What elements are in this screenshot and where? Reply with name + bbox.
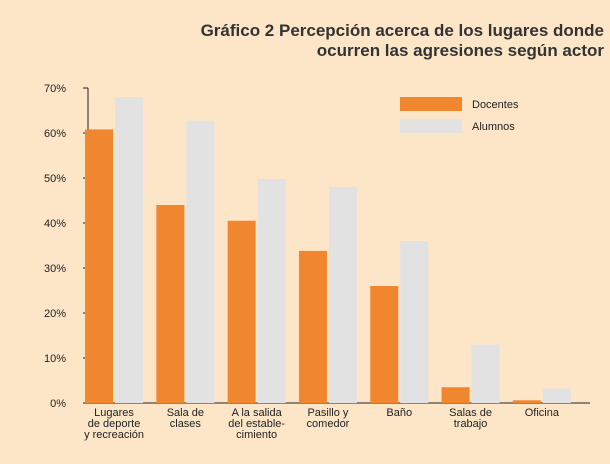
bar — [328, 187, 357, 403]
chart-title: Gráfico 2 Percepción acerca de los lugar… — [201, 21, 605, 60]
x-tick-label: A la salida del estable-cimiento — [228, 407, 285, 441]
x-tick-label: Oficina — [525, 407, 560, 419]
bar — [542, 388, 571, 403]
y-tick-label: 10% — [44, 353, 66, 365]
legend-swatch — [400, 119, 462, 133]
bar — [85, 129, 114, 403]
bar — [156, 205, 185, 403]
y-tick-label: 50% — [44, 173, 66, 185]
bar — [471, 344, 500, 403]
legend-label: Docentes — [472, 99, 519, 111]
y-tick-label: 60% — [44, 128, 66, 140]
x-tick-label: Sala de clases — [167, 407, 204, 430]
bar — [298, 250, 327, 403]
bar — [370, 286, 399, 403]
bar — [227, 220, 256, 403]
x-tick-label: Salas de trabajo — [449, 407, 492, 430]
y-tick-label: 20% — [44, 308, 66, 320]
bar — [115, 97, 144, 403]
y-tick-label: 40% — [44, 218, 66, 230]
y-tick-label: 30% — [44, 263, 66, 275]
bar — [441, 387, 470, 403]
bar — [400, 241, 429, 403]
bar — [257, 178, 286, 403]
legend-label: Alumnos — [472, 121, 515, 133]
bar — [186, 120, 215, 403]
bar — [512, 400, 541, 403]
x-tick-label: Baño — [386, 407, 412, 419]
y-tick-label: 70% — [44, 83, 66, 95]
x-tick-label: Lugares de deporte y recreación — [84, 407, 144, 441]
legend-swatch — [400, 97, 462, 111]
x-tick-label: Pasillo y comedor — [307, 407, 350, 430]
y-tick-label: 0% — [50, 398, 66, 410]
